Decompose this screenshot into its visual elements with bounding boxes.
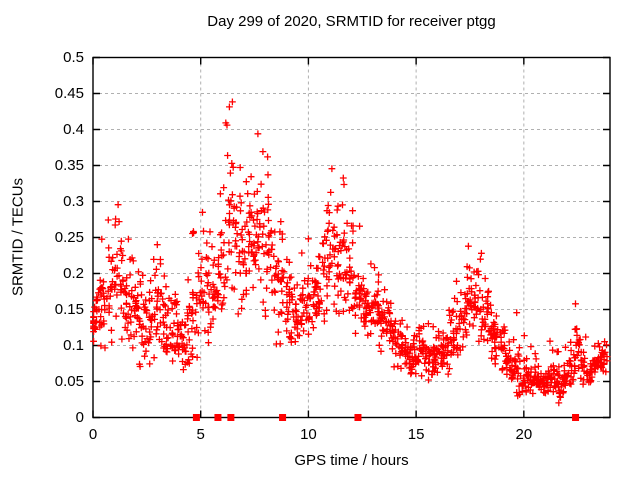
y-tick-label: 0.15: [54, 301, 84, 318]
x-tick-label: 20: [515, 425, 533, 443]
y-tick-label: 0.25: [54, 229, 84, 246]
x-tick-label: 15: [407, 425, 425, 443]
scatter-points: [90, 98, 611, 407]
grid-lines: [93, 57, 610, 418]
x-tick-label: 5: [196, 425, 205, 443]
y-tick-label: 0.3: [63, 193, 84, 210]
tick-marks: [92, 56, 610, 419]
x-axis-label: GPS time / hours: [294, 452, 409, 469]
x-tick-label: 0: [88, 425, 98, 443]
y-tick-label: 0.5: [63, 49, 84, 66]
zero-marker-squares: [192, 414, 580, 421]
y-tick-label: 0.4: [63, 121, 84, 138]
y-tick-label: 0.05: [54, 373, 84, 390]
y-tick-label: 0.45: [54, 85, 84, 102]
y-tick-label: 0.35: [54, 157, 84, 174]
y-tick-label: 0.2: [63, 265, 84, 282]
y-tick-label: 0: [75, 409, 84, 426]
chart-title: Day 299 of 2020, SRMTID for receiver ptg…: [207, 13, 496, 30]
y-tick-label: 0.1: [63, 337, 84, 354]
x-tick-label: 10: [300, 425, 317, 443]
